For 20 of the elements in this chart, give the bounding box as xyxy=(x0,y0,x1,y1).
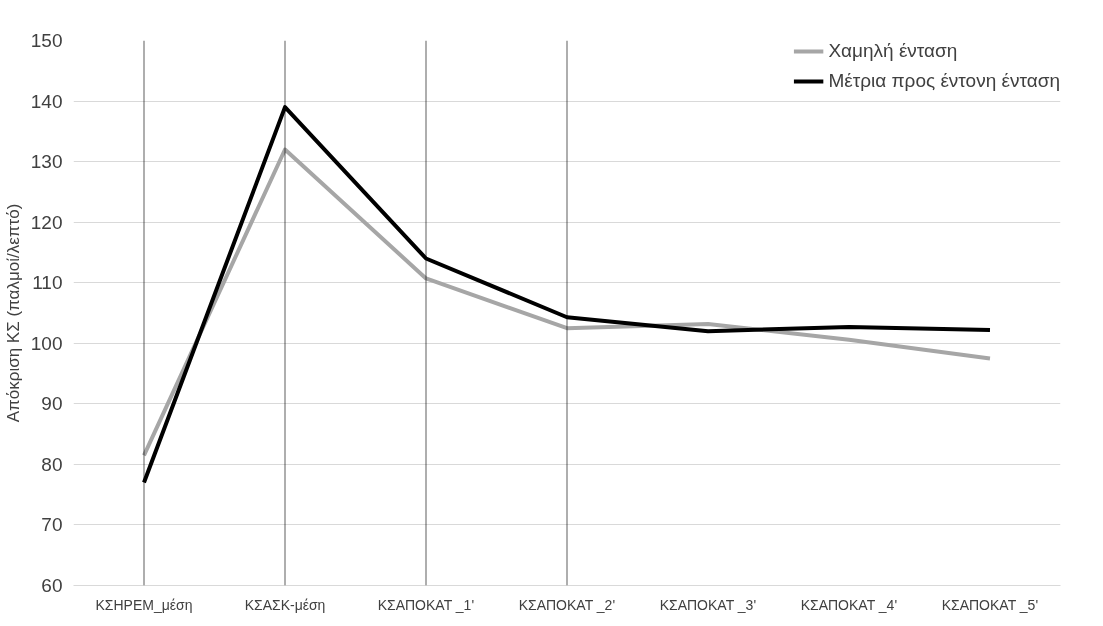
y-tick-label: 100 xyxy=(30,332,63,354)
y-axis-title: Απόκριση ΚΣ (παλμοί/λεπτό) xyxy=(3,203,23,423)
y-tick-label: 60 xyxy=(41,575,63,596)
x-tick-label: ΚΣΑΠΟΚΑΤ _4' xyxy=(800,596,898,613)
legend-label: Μέτρια προς έντονη ένταση xyxy=(828,70,1060,92)
y-tick-label: 120 xyxy=(30,211,63,233)
legend-label: Χαμηλή ένταση xyxy=(828,40,958,62)
y-tick-label: 140 xyxy=(30,90,63,112)
y-tick-label: 70 xyxy=(41,514,63,536)
y-tick-label: 90 xyxy=(41,393,63,415)
y-tick-label: 110 xyxy=(32,272,63,294)
x-tick-label: ΚΣΑΠΟΚΑΤ _1' xyxy=(377,596,475,613)
x-tick-label: ΚΣΗΡΕΜ_μέση xyxy=(95,596,193,613)
x-tick-label: ΚΣΑΠΟΚΑΤ _5' xyxy=(941,596,1039,613)
x-tick-label: ΚΣΑΠΟΚΑΤ _3' xyxy=(659,596,757,613)
y-tick-label: 80 xyxy=(41,453,63,475)
x-tick-label: ΚΣΑΣΚ-μέση xyxy=(244,596,326,613)
y-tick-label: 150 xyxy=(30,30,63,51)
x-tick-label: ΚΣΑΠΟΚΑΤ _2' xyxy=(518,596,616,613)
y-tick-label: 130 xyxy=(30,151,63,173)
